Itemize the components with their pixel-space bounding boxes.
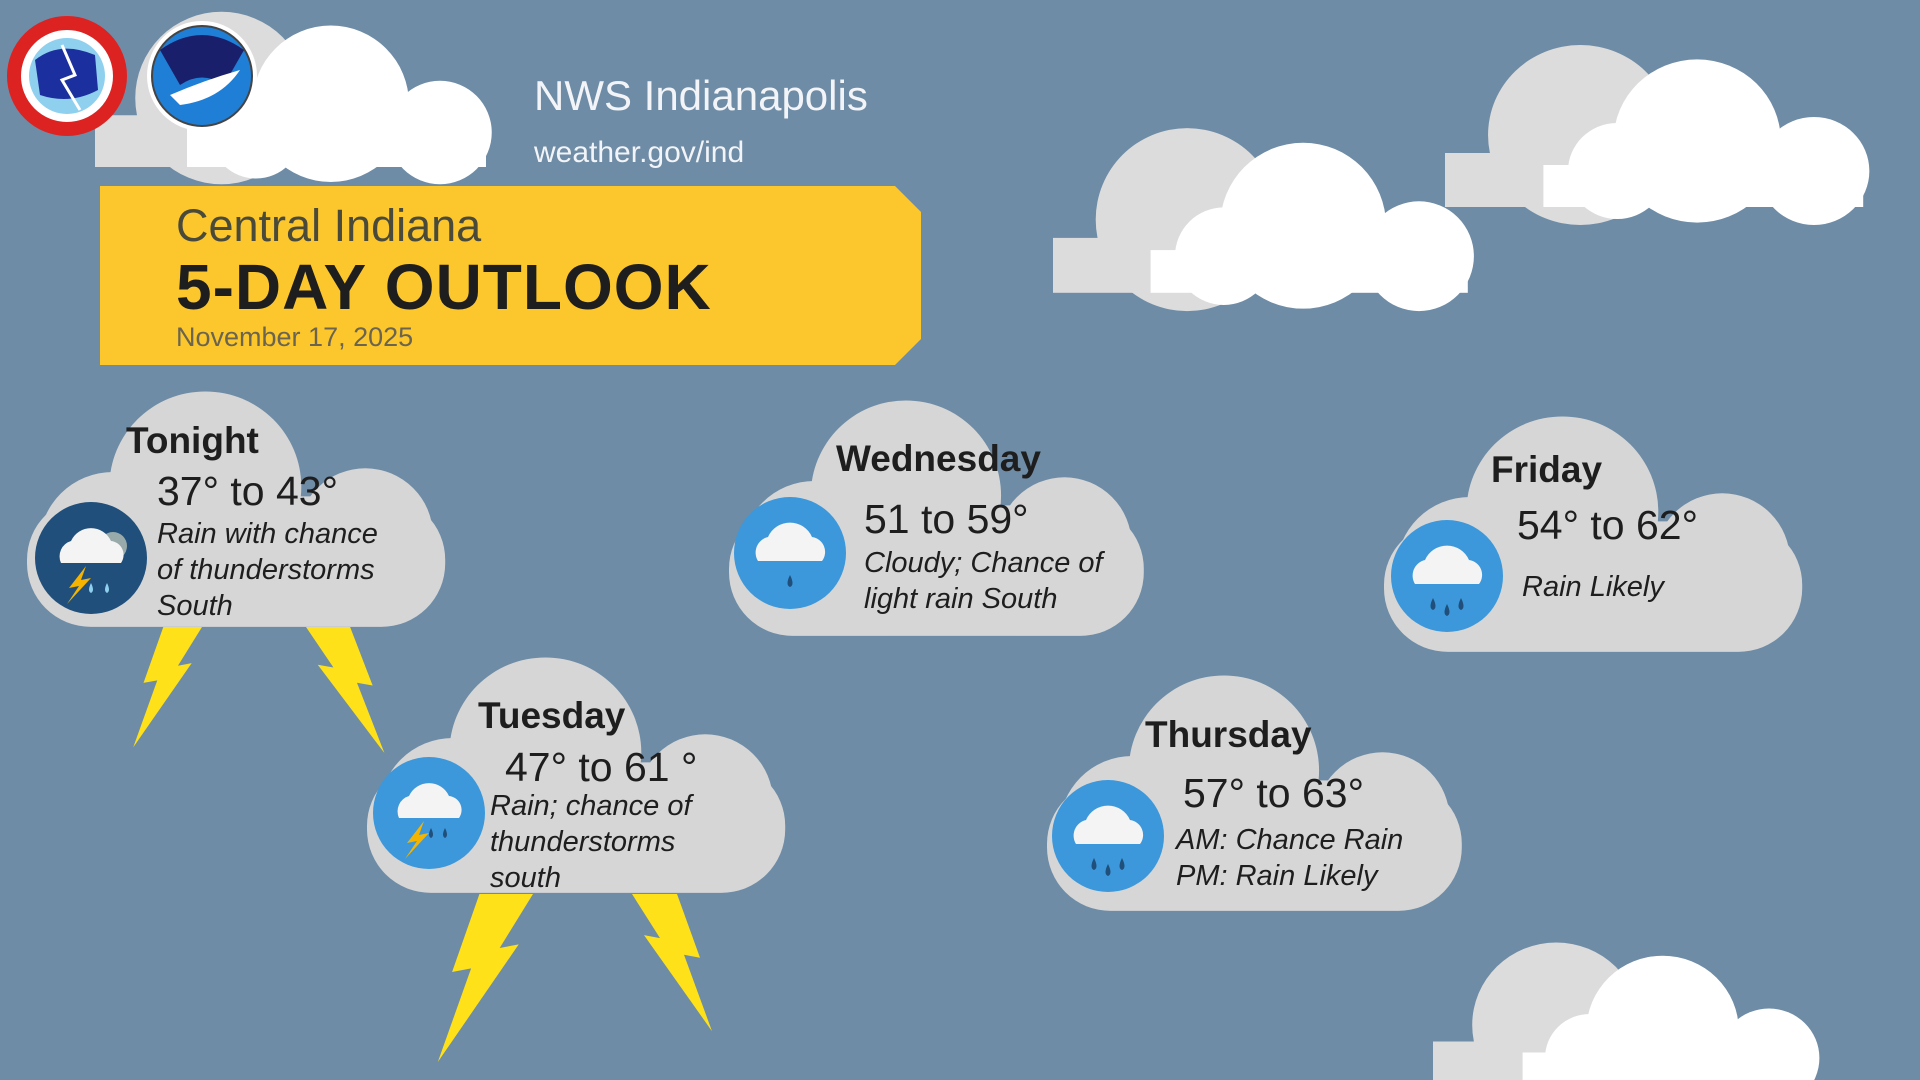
nws-logo: [7, 16, 127, 136]
lightning-bolt: [437, 894, 533, 1062]
desc-line: of thunderstorms: [157, 554, 375, 586]
desc-line: AM: Chance Rain: [1176, 824, 1404, 856]
lightning-bolt: [632, 894, 712, 1032]
day-title-tuesday: Tuesday: [478, 695, 626, 736]
desc-tuesday: Rain; chance of thunderstorms south: [490, 788, 692, 896]
lightning-bolt: [306, 627, 385, 753]
page-title: 5-DAY OUTLOOK: [176, 251, 712, 323]
region-label: Central Indiana: [176, 200, 482, 251]
desc-line: Cloudy; Chance of: [864, 547, 1103, 579]
day-title-tonight: Tonight: [126, 420, 259, 461]
desc-line: Rain Likely: [1522, 571, 1664, 603]
desc-line: Rain; chance of: [490, 790, 692, 822]
desc-tonight: Rain with chance of thunderstorms South: [157, 516, 378, 624]
office-url[interactable]: weather.gov/ind: [534, 136, 745, 169]
lightning-bolt: [133, 627, 202, 748]
issue-date: November 17, 2025: [176, 322, 414, 352]
noaa-logo: [147, 21, 257, 131]
day-title-friday: Friday: [1491, 449, 1603, 490]
desc-friday: Rain Likely: [1522, 569, 1664, 605]
desc-line: light rain South: [864, 583, 1058, 615]
decor-cloud-mid-right: [1053, 128, 1474, 312]
temp-wednesday: 51 to 59°: [864, 496, 1029, 542]
decor-cloud-bottom-right: [1433, 942, 1820, 1080]
temp-friday: 54° to 62°: [1517, 502, 1698, 548]
office-name: NWS Indianapolis: [534, 72, 868, 119]
light-rain-icon: [734, 497, 846, 609]
temp-thursday: 57° to 63°: [1183, 770, 1364, 816]
desc-line: Rain with chance: [157, 518, 378, 550]
day-title-thursday: Thursday: [1145, 714, 1312, 755]
temp-tonight: 37° to 43°: [157, 468, 338, 514]
desc-line: South: [157, 590, 233, 622]
desc-line: south: [490, 862, 561, 894]
desc-line: thunderstorms: [490, 826, 676, 858]
rain-icon: [1391, 520, 1503, 632]
desc-thursday: AM: Chance Rain PM: Rain Likely: [1176, 822, 1403, 894]
day-title-wednesday: Wednesday: [836, 438, 1041, 479]
desc-wednesday: Cloudy; Chance of light rain South: [864, 545, 1103, 617]
rain-thunder-night-icon: [35, 502, 147, 614]
desc-line: PM: Rain Likely: [1176, 860, 1378, 892]
rain-thunder-icon: [373, 757, 485, 869]
rain-icon: [1052, 780, 1164, 892]
temp-tuesday: 47° to 61 °: [505, 744, 698, 790]
title-banner: [100, 186, 921, 365]
decor-cloud-top-right: [1445, 45, 1870, 225]
